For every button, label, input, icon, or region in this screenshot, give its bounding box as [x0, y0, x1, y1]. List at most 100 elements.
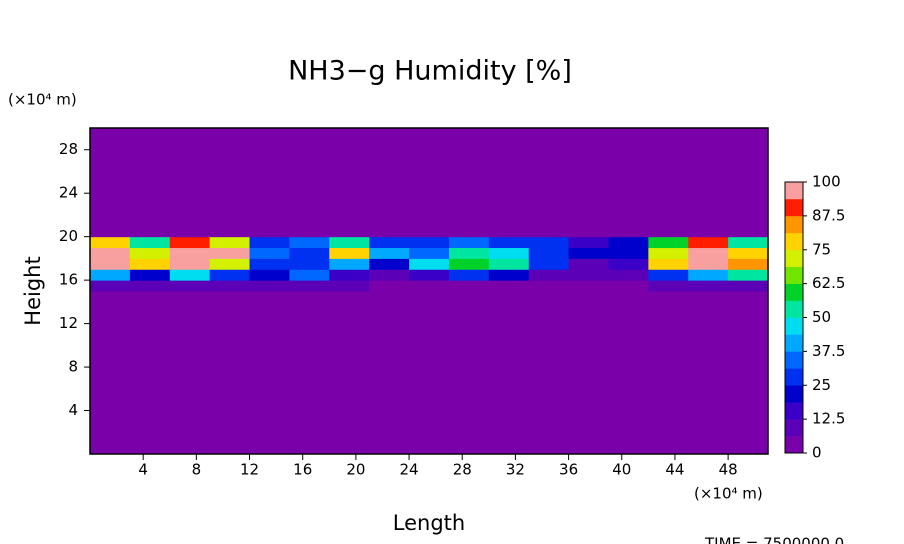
x-tick-label: 44	[665, 461, 684, 479]
heatmap-cell	[488, 269, 530, 281]
heatmap-cell	[648, 236, 689, 249]
heatmap-cell	[448, 247, 490, 259]
heatmap-cell	[209, 236, 251, 249]
heatmap-cell	[209, 128, 251, 238]
heatmap-cell	[329, 291, 370, 455]
heatmap-cell	[409, 236, 450, 249]
heatmap-cell	[688, 291, 729, 455]
y-tick-label: 28	[59, 140, 78, 158]
heatmap-cell	[608, 258, 649, 270]
x-tick-label: 8	[192, 461, 202, 479]
heatmap-cell	[728, 236, 769, 249]
heatmap-cell	[289, 236, 330, 249]
heatmap-cell	[528, 247, 570, 259]
colorbar-swatch	[785, 215, 803, 234]
heatmap-cell	[728, 128, 769, 238]
heatmap-cell	[608, 236, 649, 249]
heatmap-cell	[249, 236, 290, 249]
heatmap-cell	[568, 258, 609, 270]
colorbar-swatch	[785, 198, 803, 217]
heatmap-cell	[608, 128, 649, 238]
plot-frame	[89, 127, 769, 455]
heatmap-cell	[409, 247, 450, 259]
heatmap-cell	[409, 291, 450, 455]
colorbar-swatch	[785, 419, 803, 437]
heatmap-cell	[608, 269, 649, 281]
heatmap-cell	[369, 247, 410, 259]
heatmap-cell	[728, 269, 769, 281]
x-tick-label: 20	[346, 461, 365, 479]
heatmap-cell	[289, 280, 330, 292]
heatmap-cell	[169, 128, 211, 238]
heatmap-cell	[289, 258, 330, 270]
heatmap-cell	[688, 247, 729, 259]
heatmap-cell	[528, 258, 570, 270]
heatmap-cell	[688, 236, 729, 249]
heatmap-cell	[129, 269, 171, 281]
y-tick-label: 24	[59, 184, 78, 202]
colorbar-tick-label: 50	[812, 308, 831, 326]
heatmap-cell	[608, 247, 649, 259]
heatmap-cell	[329, 247, 370, 259]
y-tick-label: 12	[59, 314, 78, 332]
heatmap-cell	[528, 269, 570, 281]
heatmap-cell	[369, 280, 410, 292]
x-tick-label: 36	[559, 461, 578, 479]
x-tick-label: 28	[453, 461, 472, 479]
x-axis-label: Length	[393, 511, 465, 535]
heatmap-cell	[728, 280, 769, 292]
colorbar-swatch	[785, 402, 803, 420]
heatmap-cell	[289, 247, 330, 259]
heatmap-cell	[249, 128, 290, 238]
heatmap-cell	[90, 280, 131, 292]
heatmap-cell	[169, 291, 211, 455]
heatmap-cell	[648, 269, 689, 281]
heatmap-cell	[648, 258, 689, 270]
heatmap-cell	[129, 128, 171, 238]
heatmap-cell	[129, 258, 171, 270]
heatmap-cell	[568, 128, 609, 238]
heatmap-cell	[329, 258, 370, 270]
y-tick-label: 4	[68, 401, 78, 419]
heatmap-cell	[129, 280, 171, 292]
heatmap-cell	[90, 247, 131, 259]
heatmap-cell	[448, 128, 490, 238]
colorbar-swatch	[785, 351, 803, 369]
heatmap-cell	[369, 128, 410, 238]
colorbar-tick-label: 75	[812, 240, 831, 258]
colorbar-swatch	[785, 182, 803, 200]
heatmap-cell	[488, 280, 530, 292]
heatmap-cell	[129, 291, 171, 455]
heatmap-cell	[329, 280, 370, 292]
colorbar-tick-label: 12.5	[812, 410, 845, 428]
heatmap-cell	[209, 247, 251, 259]
heatmap-cell	[528, 280, 570, 292]
heatmap-cell	[568, 236, 609, 249]
x-unit: (×10⁴ m)	[694, 485, 763, 503]
heatmap-cell	[90, 236, 131, 249]
heatmap-cell	[488, 258, 530, 270]
heatmap-cell	[249, 247, 290, 259]
colorbar-swatch	[785, 249, 803, 267]
heatmap-cell	[488, 291, 530, 455]
heatmap-cell	[90, 128, 131, 238]
heatmap-cell	[329, 269, 370, 281]
heatmap-cell	[448, 280, 490, 292]
heatmap-cell	[688, 258, 729, 270]
heatmap-cell	[169, 258, 211, 270]
colorbar-swatch	[785, 385, 803, 403]
colorbar-tick-label: 0	[812, 444, 822, 462]
heatmap-cell	[488, 236, 530, 249]
heatmap-cell	[688, 269, 729, 281]
heatmap-cell	[369, 236, 410, 249]
y-unit: (×10⁴ m)	[8, 91, 77, 109]
heatmap-cell	[90, 291, 131, 455]
colorbar-swatch	[785, 300, 803, 318]
colorbar-swatch	[785, 436, 803, 454]
heatmap-cell	[249, 269, 290, 281]
heatmap-cell	[90, 269, 131, 281]
colorbar-swatch	[785, 368, 803, 386]
colorbar-tick-label: 87.5	[812, 206, 845, 224]
heatmap-cell	[169, 247, 211, 259]
